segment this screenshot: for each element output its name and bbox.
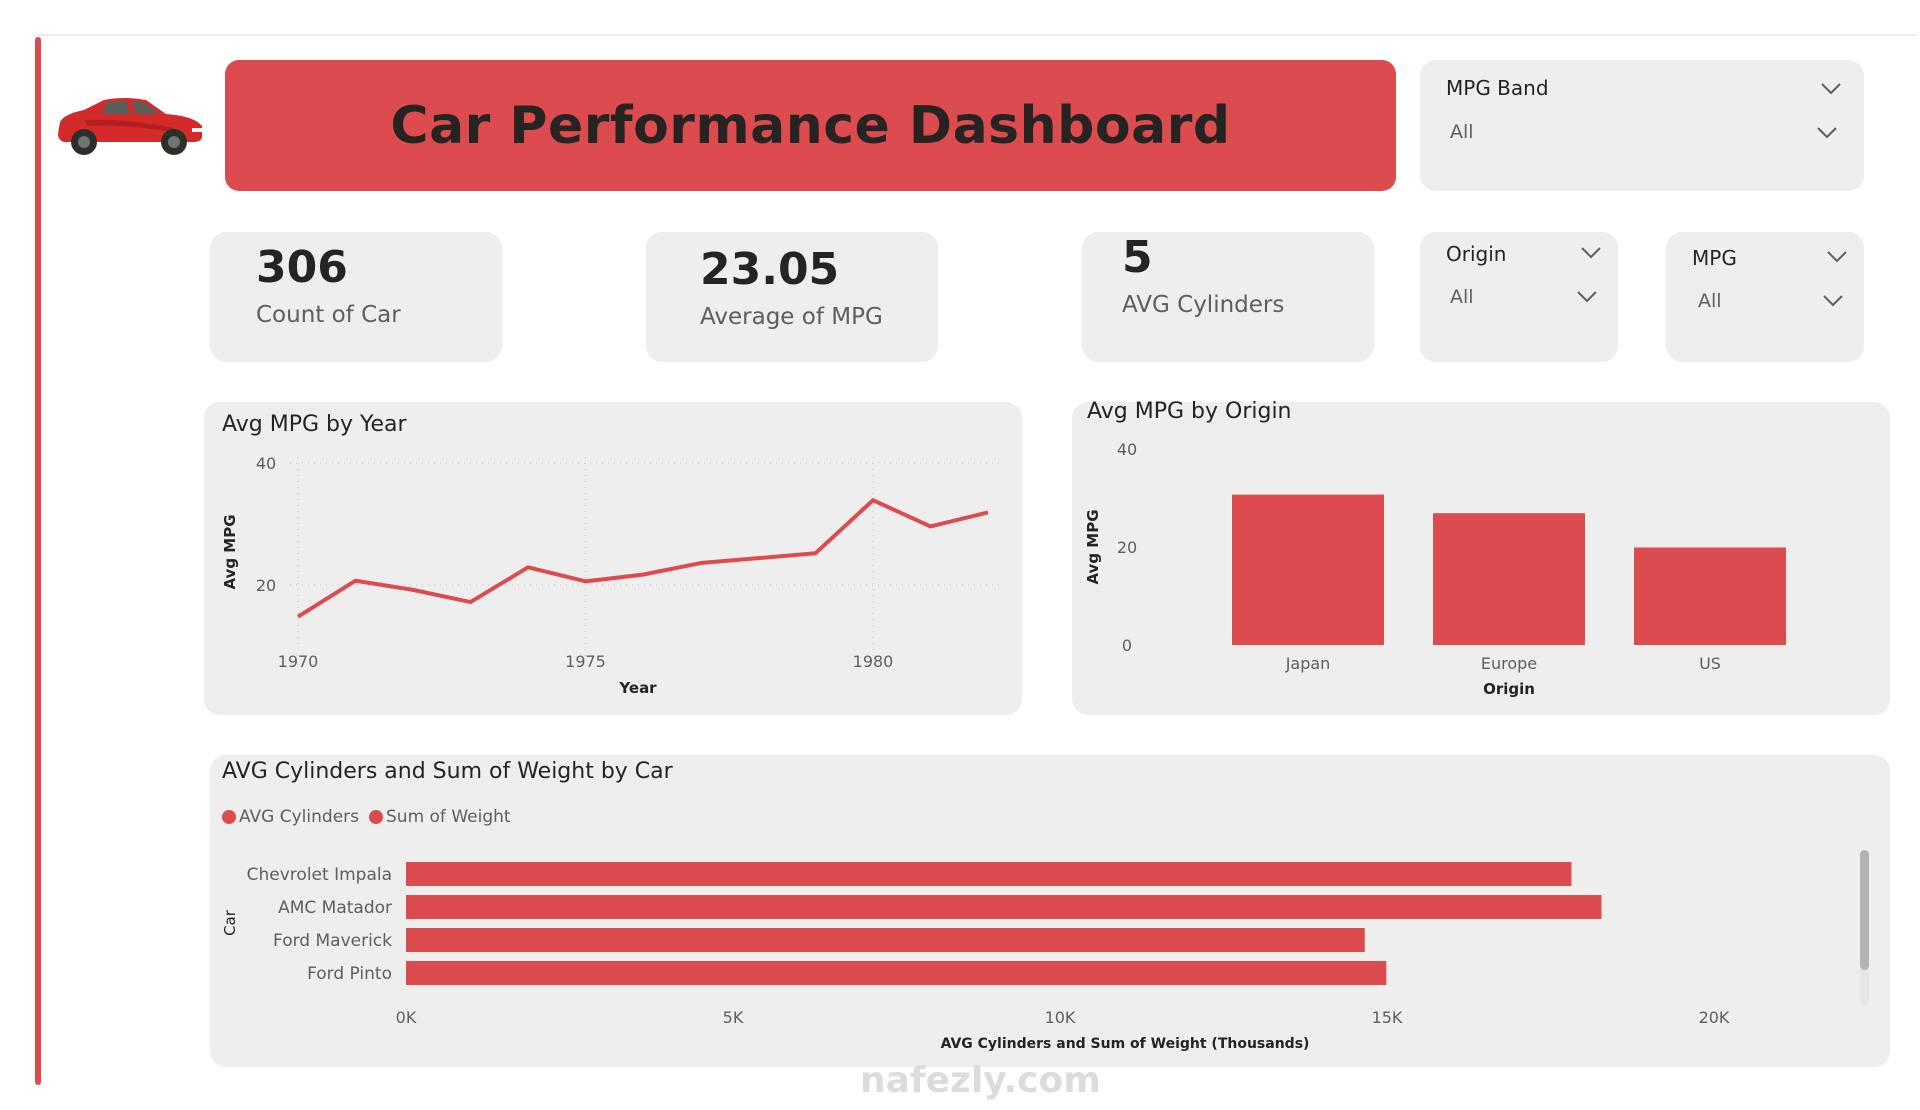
column-chart: 0 20 40 Japan Europe US Origin Avg MPG	[1084, 440, 1786, 698]
kpi-value: 306	[256, 242, 348, 293]
y-tick-label: Chevrolet Impala	[247, 865, 392, 885]
slicer-value[interactable]: All	[1698, 290, 1722, 312]
chevron-down-icon[interactable]	[1822, 294, 1844, 308]
slicer-title: MPG	[1692, 246, 1737, 270]
title-banner: Car Performance Dashboard	[225, 60, 1396, 191]
kpi-card-avg-mpg: 23.05 Average of MPG	[646, 232, 938, 362]
y-tick-label: 40	[256, 454, 276, 473]
y-tick-label: AMC Matador	[278, 898, 392, 918]
chart-title: AVG Cylinders and Sum of Weight by Car	[222, 759, 673, 784]
slicer-mpg-band[interactable]: MPG Band All	[1420, 60, 1864, 191]
kpi-label: Average of MPG	[700, 304, 883, 330]
legend-label: AVG Cylinders	[239, 807, 359, 827]
left-accent-bar	[35, 37, 41, 1085]
x-tick-label: 1975	[565, 652, 606, 671]
chart-title: Avg MPG by Origin	[1087, 399, 1292, 424]
kpi-card-count: 306 Count of Car	[210, 232, 502, 362]
bar-europe	[1433, 513, 1585, 645]
scrollbar-thumb[interactable]	[1860, 850, 1869, 970]
line-chart: 40 20 1970 1975 1980 Year Avg MPG	[221, 454, 1004, 697]
chevron-down-icon[interactable]	[1816, 126, 1838, 140]
bar-amc-matador	[406, 895, 1602, 919]
slicer-mpg[interactable]: MPG All	[1666, 232, 1864, 362]
kpi-label: Count of Car	[256, 302, 401, 328]
y-tick-label: 20	[256, 576, 276, 595]
chart-card-avg-mpg-by-year: Avg MPG by Year 40 20 1970 1975 1980 Year Avg …	[204, 402, 1022, 715]
line-series-avg-mpg	[296, 498, 989, 619]
bar-chevrolet-impala	[406, 862, 1572, 886]
x-tick-label: 0K	[396, 1008, 417, 1027]
y-axis-title: Avg MPG	[221, 514, 239, 589]
kpi-value: 5	[1122, 232, 1153, 283]
bar-us	[1634, 547, 1786, 645]
kpi-card-avg-cylinders: 5 AVG Cylinders	[1082, 232, 1374, 362]
x-tick-label: 20K	[1699, 1008, 1730, 1027]
x-tick-label: 5K	[723, 1008, 744, 1027]
x-axis-title: Year	[618, 679, 657, 697]
slicer-value[interactable]: All	[1450, 286, 1474, 308]
chevron-down-icon[interactable]	[1820, 82, 1842, 96]
bar-chart: Chevrolet Impala AMC Matador Ford Maverick…	[221, 862, 1730, 1052]
y-tick-label: Ford Pinto	[307, 964, 392, 984]
chart-card-cylinders-weight-by-car: AVG Cylinders and Sum of Weight by Car A…	[210, 755, 1890, 1067]
page-title: Car Performance Dashboard	[390, 95, 1231, 156]
y-axis-title: Car	[221, 909, 239, 936]
y-axis-title: Avg MPG	[1084, 509, 1102, 584]
chevron-down-icon[interactable]	[1580, 246, 1602, 260]
watermark: nafezly.com	[860, 1060, 1101, 1101]
kpi-label: AVG Cylinders	[1122, 292, 1285, 318]
legend-item[interactable]: Sum of Weight	[369, 807, 511, 827]
legend-label: Sum of Weight	[386, 807, 511, 827]
legend-item[interactable]: AVG Cylinders	[222, 807, 359, 827]
x-tick-label: 15K	[1372, 1008, 1403, 1027]
chart-legend: AVG Cylinders Sum of Weight	[222, 807, 517, 827]
bar-japan	[1232, 494, 1384, 645]
red-sports-car-icon	[54, 92, 206, 158]
x-tick-label: US	[1699, 654, 1721, 673]
y-tick-label: 20	[1117, 538, 1137, 557]
x-axis-title: Origin	[1483, 680, 1535, 698]
x-tick-label: Japan	[1285, 654, 1331, 673]
legend-dot-icon	[369, 810, 383, 824]
y-tick-label: 40	[1117, 440, 1137, 459]
x-tick-label: 1970	[278, 652, 319, 671]
slicer-origin[interactable]: Origin All	[1420, 232, 1618, 362]
slicer-title: Origin	[1446, 242, 1507, 266]
chart-title: Avg MPG by Year	[222, 412, 407, 437]
y-tick-label: 0	[1122, 636, 1132, 655]
kpi-value: 23.05	[700, 244, 840, 295]
bar-ford-pinto	[406, 961, 1387, 985]
x-tick-label: 10K	[1045, 1008, 1076, 1027]
legend-dot-icon	[222, 810, 236, 824]
bar-ford-maverick	[406, 928, 1365, 952]
slicer-title: MPG Band	[1446, 76, 1549, 100]
slicer-value[interactable]: All	[1450, 121, 1474, 143]
chevron-down-icon[interactable]	[1576, 290, 1598, 304]
chevron-down-icon[interactable]	[1826, 250, 1848, 264]
chart-card-avg-mpg-by-origin: Avg MPG by Origin 0 20 40 Japan Europe US Orig…	[1072, 399, 1890, 715]
x-tick-label: Europe	[1481, 654, 1537, 673]
y-tick-label: Ford Maverick	[273, 931, 392, 951]
x-axis-title: AVG Cylinders and Sum of Weight (Thousan…	[941, 1036, 1310, 1052]
top-divider	[37, 34, 1917, 36]
x-tick-label: 1980	[853, 652, 894, 671]
